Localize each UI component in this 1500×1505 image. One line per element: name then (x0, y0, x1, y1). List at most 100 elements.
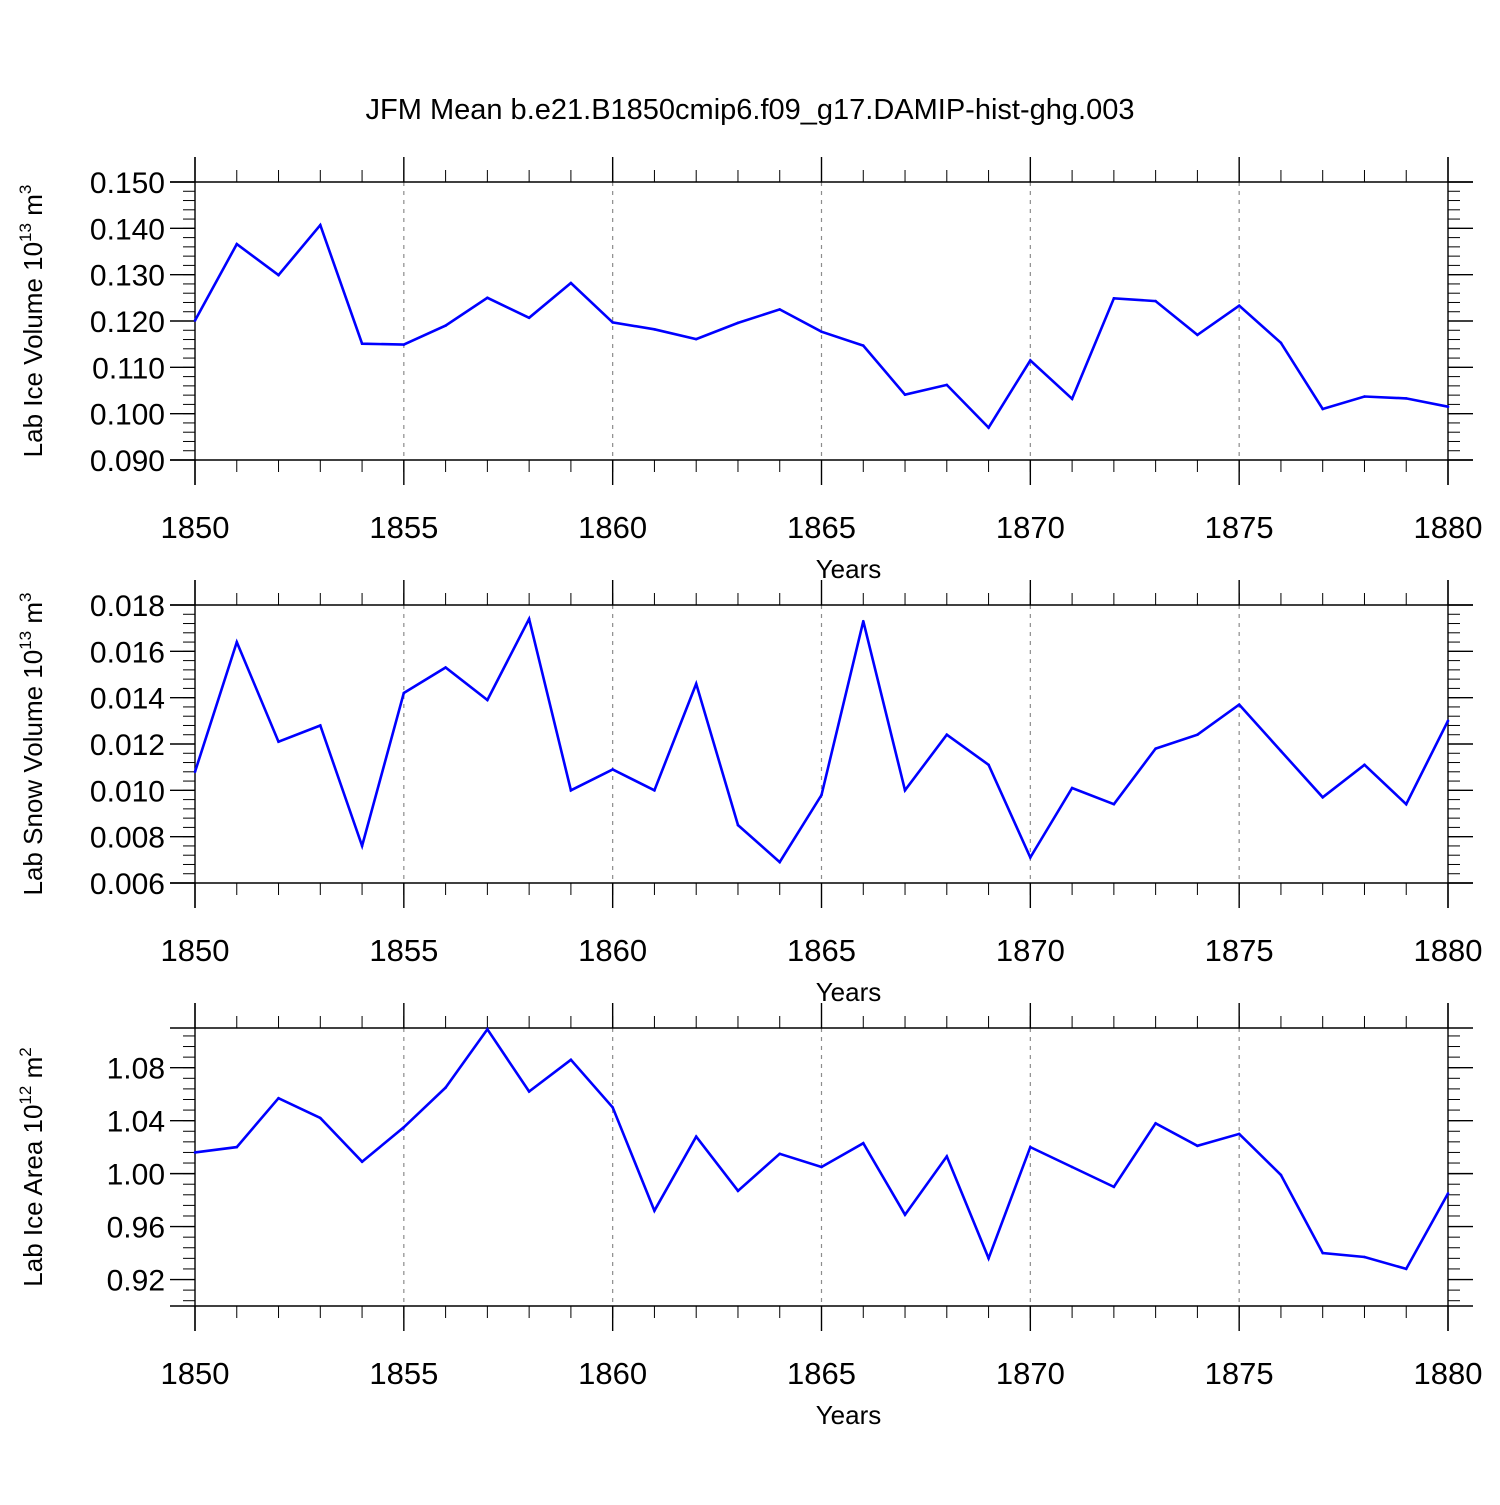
data-point (1321, 795, 1324, 799)
data-point (1070, 786, 1074, 790)
x-tick-label: 1860 (578, 1356, 647, 1391)
x-tick-label: 1875 (1205, 510, 1274, 545)
data-point (820, 330, 823, 333)
data-point (611, 768, 614, 771)
x-axis-label: Years (816, 977, 882, 1007)
data-point (1154, 747, 1157, 750)
data-point (1321, 407, 1324, 411)
data-point (1279, 341, 1283, 345)
data-point (1196, 1144, 1199, 1148)
data-point (486, 296, 489, 300)
data-point (444, 1086, 447, 1089)
y-tick-label: 0.92 (107, 1265, 165, 1298)
data-point (1154, 299, 1157, 303)
data-point (1196, 733, 1199, 737)
data-point (193, 1151, 197, 1154)
x-tick-label: 1875 (1205, 933, 1274, 968)
data-point (1404, 397, 1408, 400)
data-point (987, 426, 990, 429)
data-point (987, 1257, 990, 1260)
data-point (653, 789, 656, 792)
y-axis-label: Lab Ice Area 1012 m2 (16, 1047, 48, 1286)
y-tick-label: 0.120 (90, 306, 165, 339)
data-point (778, 308, 782, 311)
y-tick-label: 0.018 (90, 590, 165, 623)
data-point (1112, 802, 1116, 806)
x-tick-label: 1850 (161, 1356, 230, 1391)
data-point (527, 1090, 531, 1093)
x-axis-label: Years (816, 554, 882, 584)
data-point (736, 1189, 740, 1193)
data-point (360, 342, 364, 346)
x-tick-label: 1875 (1205, 1356, 1274, 1391)
data-point (1363, 395, 1366, 398)
data-point (945, 733, 949, 737)
data-point (778, 860, 782, 864)
data-point (569, 789, 573, 792)
data-point (444, 666, 447, 669)
panel-1: 0.090 0.100 0.110 0.120 0.130 0.140 0.150 1850 1… (16, 157, 1482, 584)
data-point (360, 1160, 364, 1164)
data-point (694, 682, 698, 686)
data-point (235, 640, 239, 644)
y-axis-label-exponent: 12 (16, 1086, 35, 1105)
data-point (486, 1028, 489, 1031)
data-point (527, 617, 531, 621)
data-point (1363, 763, 1366, 767)
data-point (653, 1209, 656, 1212)
data-point (694, 337, 698, 341)
data-point (193, 319, 197, 322)
y-tick-label: 0.96 (107, 1212, 165, 1245)
y-tick-label: 0.014 (90, 683, 165, 716)
data-point (569, 281, 573, 285)
data-point (1237, 703, 1241, 706)
data-point (1446, 719, 1450, 723)
data-point (1196, 333, 1199, 337)
data-point (1070, 397, 1074, 401)
y-tick-label: 0.140 (90, 213, 165, 246)
data-point (235, 242, 239, 246)
data-point (235, 1145, 239, 1149)
data-point (1112, 296, 1116, 300)
y-tick-label: 0.110 (92, 352, 165, 385)
data-point (903, 393, 907, 396)
x-tick-label: 1870 (996, 510, 1065, 545)
data-point (736, 823, 740, 827)
x-tick-label: 1865 (787, 933, 856, 968)
y-axis-label-unit: m (18, 1057, 48, 1086)
x-tick-label: 1870 (996, 933, 1065, 968)
data-point (1363, 1255, 1366, 1259)
data-point (861, 619, 865, 623)
y-tick-label: 0.090 (90, 445, 165, 478)
data-point (486, 698, 489, 702)
x-tick-label: 1870 (996, 1356, 1065, 1391)
y-tick-label: 0.150 (90, 167, 165, 200)
y-tick-label: 1.08 (107, 1053, 165, 1086)
data-point (694, 1135, 698, 1138)
data-point (861, 344, 865, 347)
x-tick-label: 1855 (369, 510, 438, 545)
data-point (1446, 405, 1450, 409)
x-tick-label: 1865 (787, 1356, 856, 1391)
data-point (1029, 856, 1032, 859)
x-axis-label: Years (816, 1400, 882, 1430)
x-tick-label: 1865 (787, 510, 856, 545)
y-axis-label-unit: m (18, 602, 48, 631)
y-axis-label-unit-exponent: 2 (16, 1047, 35, 1056)
data-point (1279, 1173, 1283, 1177)
data-point (1029, 1145, 1032, 1149)
data-point (903, 789, 907, 792)
data-point (402, 343, 406, 346)
data-point (569, 1058, 573, 1062)
data-point (527, 316, 531, 320)
data-point (1154, 1122, 1157, 1125)
y-axis-label-exponent: 13 (16, 631, 35, 650)
data-point (193, 770, 197, 774)
y-axis-label-unit-exponent: 3 (16, 592, 35, 601)
y-axis-label-text: Lab Snow Volume 10 (18, 650, 48, 896)
data-point (1446, 1192, 1450, 1195)
data-point (903, 1213, 907, 1216)
data-point (1404, 802, 1408, 806)
y-tick-label: 0.006 (90, 868, 165, 901)
